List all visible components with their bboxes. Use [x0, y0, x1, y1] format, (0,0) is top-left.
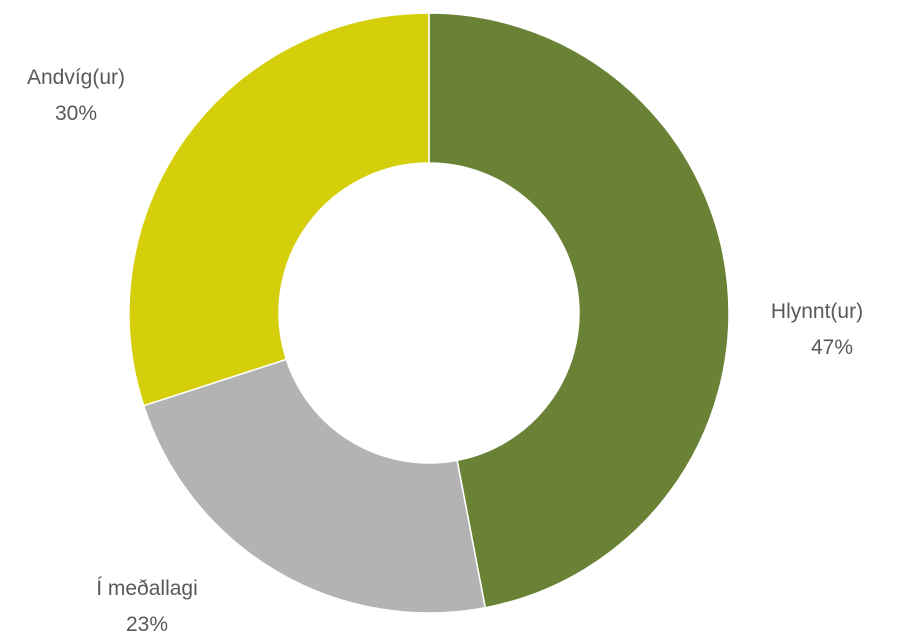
slice-label-hlynnt: Hlynnt(ur) [771, 300, 863, 323]
donut-slices [128, 12, 730, 614]
slice-value-andvig: 30% [55, 102, 97, 125]
slice-label-andvig: Andvíg(ur) [27, 66, 125, 89]
slice-medallagi [142, 358, 487, 614]
slice-andvig [128, 12, 430, 407]
slice-value-medallagi: 23% [126, 613, 168, 636]
slice-value-hlynnt: 47% [811, 336, 853, 359]
slice-hlynnt [428, 12, 730, 609]
slice-label-medallagi: Í meðallagi [96, 577, 198, 600]
